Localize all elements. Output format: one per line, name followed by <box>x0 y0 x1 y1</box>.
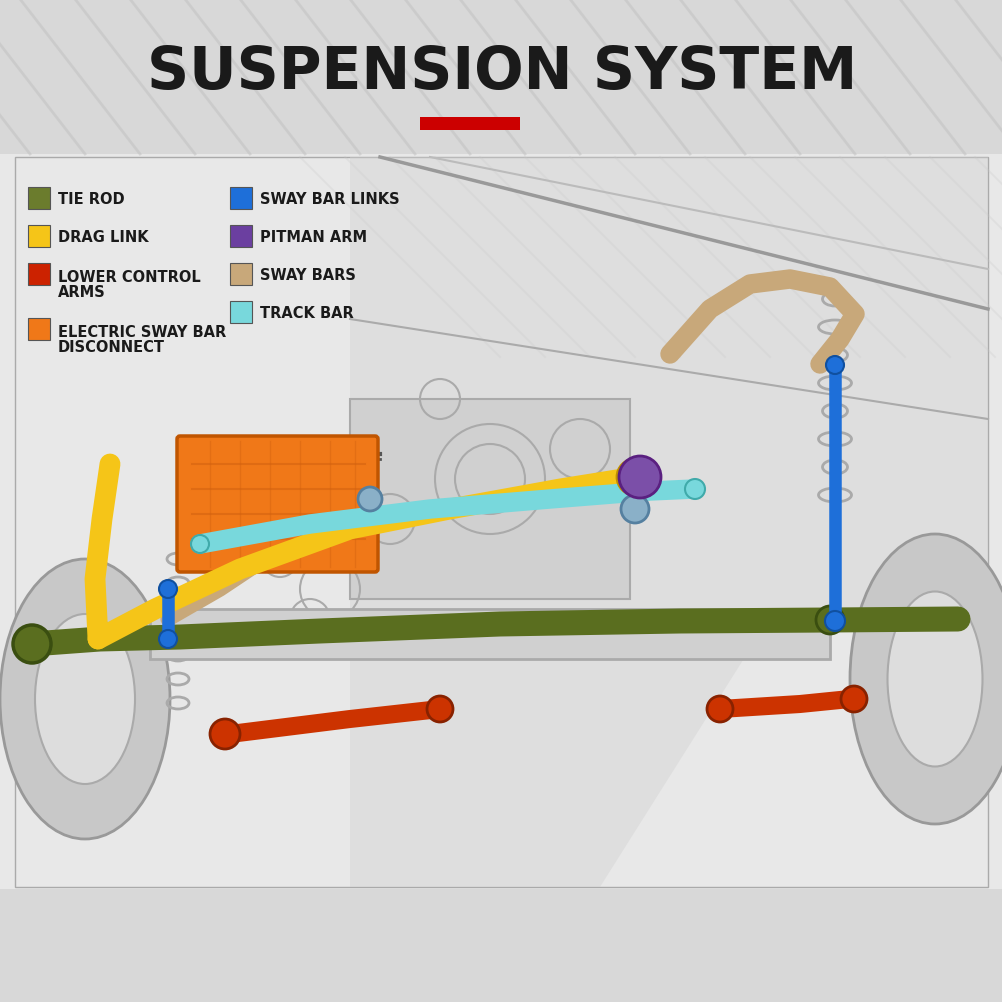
Ellipse shape <box>849 534 1002 825</box>
Ellipse shape <box>887 592 982 767</box>
Ellipse shape <box>826 357 843 375</box>
Ellipse shape <box>620 496 648 523</box>
Text: LOWER CONTROL: LOWER CONTROL <box>58 270 200 285</box>
Ellipse shape <box>618 457 660 499</box>
Text: PITMAN ARM: PITMAN ARM <box>260 229 367 244</box>
Ellipse shape <box>159 580 176 598</box>
Ellipse shape <box>616 460 652 496</box>
Text: ELECTRIC SWAY BAR: ELECTRIC SWAY BAR <box>58 325 226 340</box>
Bar <box>229 264 252 286</box>
Ellipse shape <box>13 625 51 663</box>
Ellipse shape <box>159 630 176 648</box>
Text: SUSPENSION SYSTEM: SUSPENSION SYSTEM <box>146 43 857 100</box>
Ellipse shape <box>840 686 866 712</box>
Polygon shape <box>350 158 987 887</box>
Text: DISCONNECT: DISCONNECT <box>58 340 165 355</box>
Text: SWAY BAR LINKS: SWAY BAR LINKS <box>260 191 399 206</box>
Bar <box>0 889 1002 1002</box>
Text: ARMS: ARMS <box>58 285 105 300</box>
Bar <box>420 118 519 131</box>
Bar <box>28 264 50 286</box>
Bar <box>229 187 252 209</box>
Text: SWAY BARS: SWAY BARS <box>260 268 356 283</box>
Ellipse shape <box>706 696 732 722</box>
FancyBboxPatch shape <box>176 437 378 572</box>
Bar <box>0 0 1002 155</box>
Bar <box>229 225 252 247</box>
Ellipse shape <box>825 611 844 631</box>
Ellipse shape <box>0 559 169 839</box>
Ellipse shape <box>358 488 382 511</box>
Ellipse shape <box>816 606 843 634</box>
Ellipse shape <box>190 535 208 553</box>
Bar <box>28 319 50 341</box>
Ellipse shape <box>209 719 239 749</box>
Ellipse shape <box>35 614 135 785</box>
Text: DRAG LINK: DRAG LINK <box>58 229 148 244</box>
Text: TRACK BAR: TRACK BAR <box>260 306 354 321</box>
Ellipse shape <box>427 696 453 722</box>
Bar <box>350 400 629 599</box>
Text: TIE ROD: TIE ROD <box>58 191 124 206</box>
Bar <box>15 158 987 887</box>
Ellipse shape <box>684 480 704 500</box>
Bar <box>28 187 50 209</box>
Bar <box>229 302 252 324</box>
Bar <box>28 225 50 247</box>
Bar <box>150 609 830 659</box>
